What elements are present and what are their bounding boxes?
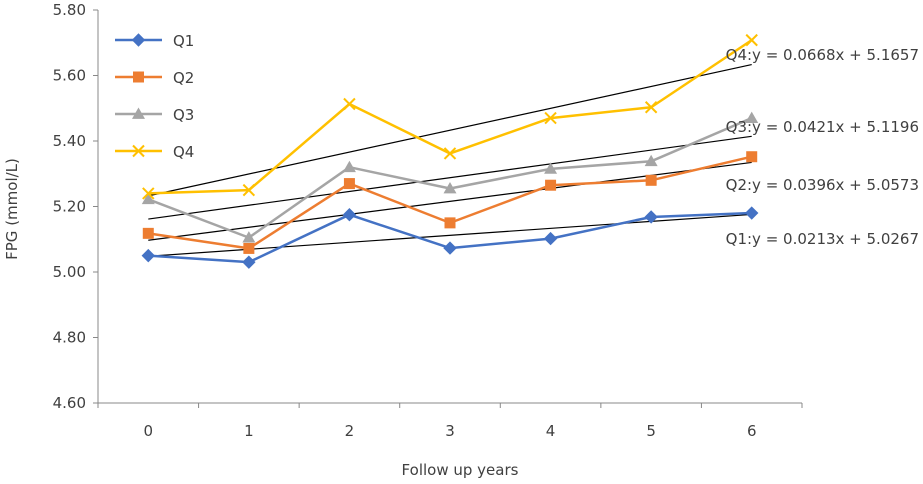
data-point-q2	[243, 242, 255, 254]
data-point-q4	[242, 183, 256, 197]
legend-item-q2: Q2	[115, 69, 194, 87]
data-point-q2	[343, 178, 355, 190]
legend-marker-q2	[133, 71, 144, 83]
legend-item-q4: Q4	[115, 143, 194, 161]
trendline-equation-q3: Q3:y = 0.0421x + 5.1196	[726, 118, 919, 136]
axes-layer: 4.60 4.80 5.00 5.20 5.40 5.60 5.80 0 1 2 3 4 5 6	[53, 1, 803, 440]
legend-marker-q1	[131, 33, 146, 47]
legend-label-q1: Q1	[173, 32, 194, 50]
data-point-q3	[141, 192, 155, 205]
x-tick-label: 2	[345, 422, 355, 440]
series-line-q4	[148, 39, 753, 195]
data-point-q3	[644, 154, 658, 167]
x-tick-label: 4	[546, 422, 556, 440]
data-point-q1	[543, 231, 558, 246]
series-layer	[141, 33, 759, 269]
y-tick-label: 5.60	[53, 67, 86, 85]
data-point-q1	[141, 248, 155, 263]
legend-item-q3: Q3	[115, 106, 194, 124]
legend-marker-q4	[132, 144, 145, 158]
data-point-q2	[545, 179, 557, 191]
trendline-equation-q2: Q2:y = 0.0396x + 5.0573	[726, 176, 919, 194]
legend-label-q3: Q3	[173, 106, 194, 124]
y-tick-label: 5.20	[53, 198, 86, 216]
trendline-equation-q4: Q4:y = 0.0668x + 5.1657	[726, 46, 919, 64]
data-point-q2	[746, 151, 758, 163]
trendline-q2	[148, 161, 752, 241]
data-point-q1	[242, 255, 256, 269]
trendline-q4	[148, 64, 752, 197]
data-point-q2	[645, 174, 657, 186]
data-point-q1	[644, 210, 658, 224]
x-tick-label: 5	[646, 422, 656, 440]
data-point-q4	[443, 147, 457, 160]
trendline-q3	[148, 135, 752, 220]
data-point-q3	[544, 162, 558, 174]
trendline-equation-q1: Q1:y = 0.0213x + 5.0267	[726, 230, 919, 248]
data-point-q3	[242, 231, 256, 243]
data-point-q3	[342, 160, 356, 173]
y-tick-label: 5.80	[53, 1, 86, 19]
data-point-q2	[142, 227, 154, 239]
x-tick-label: 6	[747, 422, 757, 440]
y-tick-label: 5.00	[53, 263, 86, 281]
legend-marker-q3	[132, 107, 145, 119]
data-point-q4	[644, 101, 658, 114]
data-point-q4	[343, 97, 356, 111]
legend-item-q1: Q1	[115, 32, 194, 50]
y-axis-title: FPG (mmol/L)	[3, 158, 21, 260]
x-tick-label: 3	[445, 422, 455, 440]
y-tick-label: 4.80	[53, 329, 86, 347]
labels-layer: Q1:y = 0.0213x + 5.0267 Q2:y = 0.0396x + …	[726, 46, 919, 248]
data-point-q1	[342, 207, 357, 222]
data-point-q1	[745, 206, 759, 220]
y-tick-label: 4.60	[53, 394, 86, 412]
x-tick-label: 0	[144, 422, 154, 440]
data-point-q4	[745, 33, 758, 47]
legend-label-q4: Q4	[173, 143, 194, 161]
data-point-q4	[142, 187, 155, 200]
data-point-q3	[443, 181, 457, 194]
legend: Q1 Q2 Q3 Q4	[115, 32, 194, 161]
legend-label-q2: Q2	[173, 69, 194, 87]
data-point-q1	[443, 241, 457, 255]
y-tick-label: 5.40	[53, 132, 86, 150]
x-axis-title: Follow up years	[402, 461, 519, 479]
data-point-q3	[745, 111, 759, 123]
data-point-q4	[544, 111, 557, 125]
data-point-q2	[444, 217, 456, 229]
x-tick-label: 1	[244, 422, 254, 440]
